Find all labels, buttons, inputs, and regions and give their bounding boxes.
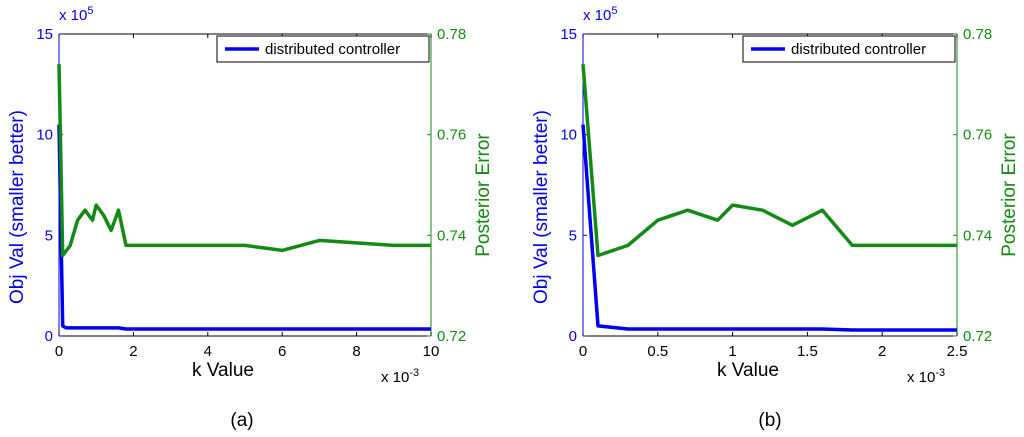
legend: distributed controller <box>216 35 430 63</box>
x-exponent-label: x 10-3 <box>907 367 945 386</box>
left-y-tick-label: 15 <box>36 26 53 43</box>
left-y-tick-label: 10 <box>560 127 577 144</box>
plot-area <box>59 34 431 336</box>
x-axis-label: k Value <box>717 360 779 381</box>
x-tick-label: 2 <box>878 343 886 360</box>
y-exponent-label: x 105 <box>59 5 93 24</box>
y-exponent-power: 5 <box>611 5 617 17</box>
x-tick-label: 2 <box>129 343 137 360</box>
x-exponent-power: -3 <box>935 367 945 379</box>
x-exponent-label: x 10-3 <box>381 367 419 386</box>
right-y-tick-label: 0.78 <box>437 26 466 43</box>
left-y-tick-label: 5 <box>569 227 577 244</box>
x-axis-label: k Value <box>192 360 254 381</box>
left-y-tick-label: 0 <box>45 328 53 345</box>
left-y-axis-label: Obj Val (smaller better) <box>7 110 28 304</box>
left-y-tick-label: 10 <box>36 127 53 144</box>
x-tick-label: 1.5 <box>797 343 818 360</box>
x-tick-label: 2.5 <box>947 343 968 360</box>
plot-area <box>583 34 957 336</box>
x-tick-label: 0 <box>579 343 587 360</box>
x-tick-label: 10 <box>423 343 440 360</box>
obj-value-series-line <box>57 124 431 331</box>
left-y-tick-label: 5 <box>45 227 53 244</box>
chart-panel-a: 0 2 4 6 8 10 0 5 10 15 0.72 0.74 0.76 0.78 x 105 x 10-3… <box>7 5 494 431</box>
left-y-tick-label: 15 <box>560 26 577 43</box>
posterior-error-series-line <box>581 64 957 258</box>
x-exponent-power: -3 <box>409 367 419 379</box>
y-exponent-power: 5 <box>87 5 93 17</box>
right-y-tick-label: 0.74 <box>437 227 466 244</box>
x-tick-label: 6 <box>278 343 286 360</box>
right-y-axis-label: Posterior Error <box>473 133 494 257</box>
right-y-tick-label: 0.76 <box>963 127 992 144</box>
left-y-axis-label: Obj Val (smaller better) <box>531 110 552 304</box>
panel-caption: (a) <box>230 410 253 431</box>
posterior-error-series-line <box>57 64 431 258</box>
right-y-tick-label: 0.78 <box>963 26 992 43</box>
x-tick-label: 4 <box>204 343 212 360</box>
right-y-tick-label: 0.74 <box>963 227 992 244</box>
left-y-tick-label: 0 <box>569 328 577 345</box>
legend-entry: distributed controller <box>791 41 926 58</box>
obj-value-series-line <box>581 124 957 332</box>
right-y-tick-label: 0.76 <box>437 127 466 144</box>
chart-panel-b: 0 0.5 1 1.5 2 2.5 0 5 10 15 0.72 0.74 0.76 0.78 x 105 x… <box>531 5 1020 431</box>
right-y-axis-label: Posterior Error <box>999 133 1020 257</box>
right-y-tick-label: 0.72 <box>963 328 992 345</box>
legend: distributed controller <box>742 35 956 63</box>
right-y-tick-label: 0.72 <box>437 328 466 345</box>
panel-caption: (b) <box>758 410 781 431</box>
x-tick-label: 8 <box>352 343 360 360</box>
legend-entry: distributed controller <box>265 41 400 58</box>
x-tick-label: 1 <box>728 343 736 360</box>
y-exponent-label: x 105 <box>583 5 617 24</box>
x-tick-label: 0.5 <box>647 343 668 360</box>
x-tick-label: 0 <box>55 343 63 360</box>
